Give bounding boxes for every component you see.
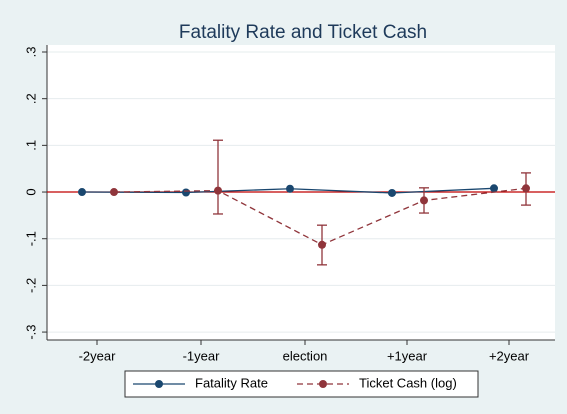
y-tick-label: -.3	[23, 324, 38, 339]
point	[388, 188, 396, 197]
y-tick-label: -.1	[23, 231, 38, 246]
x-tick-label: +2year	[489, 348, 530, 363]
point	[286, 184, 294, 193]
x-tick-label: +1year	[387, 348, 428, 363]
y-tick-label: 0	[23, 188, 38, 195]
x-tick-label: -2year	[79, 348, 117, 363]
point	[110, 188, 118, 197]
point	[522, 184, 530, 193]
y-tick-label: -.2	[23, 278, 38, 293]
legend-label: Fatality Rate	[195, 375, 268, 390]
legend-label: Ticket Cash (log)	[359, 375, 457, 390]
point	[318, 240, 326, 249]
y-tick-label: .2	[23, 93, 38, 104]
legend-marker	[155, 380, 163, 388]
point	[490, 184, 498, 193]
point	[420, 196, 428, 205]
x-tick-label: election	[283, 348, 328, 363]
point	[182, 188, 190, 197]
y-tick-label: .1	[23, 140, 38, 151]
legend-marker	[319, 380, 327, 388]
chart-title: Fatality Rate and Ticket Cash	[179, 22, 427, 43]
x-tick-label: -1year	[183, 348, 221, 363]
point	[214, 186, 222, 195]
y-tick-label: .3	[23, 47, 38, 58]
point	[78, 188, 86, 197]
